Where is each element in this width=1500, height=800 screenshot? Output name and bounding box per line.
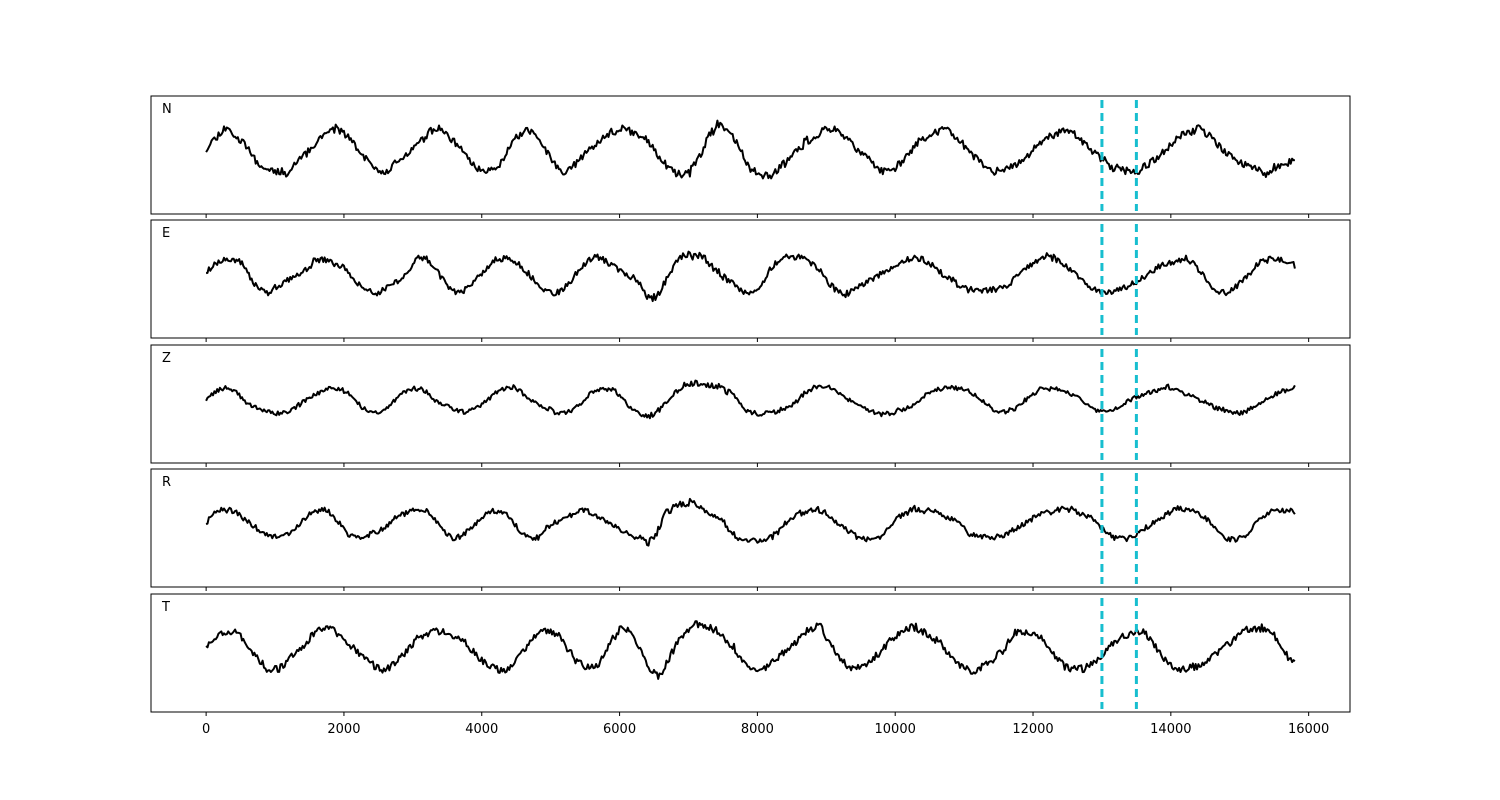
x-tick-label: 4000 (465, 722, 498, 737)
panel-label-t: T (161, 600, 170, 615)
series-line-e (205, 250, 1296, 303)
panel-frame-r (150, 468, 1351, 588)
panel-frame-t (150, 593, 1351, 713)
x-tick-label: 2000 (327, 722, 360, 737)
x-tick-label: 8000 (741, 722, 774, 737)
x-tick-label: 12000 (1012, 722, 1053, 737)
panel-label-r: R (162, 475, 171, 490)
panel-frame-n (150, 95, 1351, 215)
series-line-n (205, 119, 1295, 180)
panel-frame-e (150, 219, 1351, 339)
series-line-t (205, 620, 1296, 680)
x-tick-label: 16000 (1288, 722, 1329, 737)
series-line-r (205, 497, 1296, 547)
panel-label-n: N (162, 102, 172, 117)
x-tick-label: 10000 (875, 722, 916, 737)
x-tick-label: 0 (202, 722, 210, 737)
series-line-z (205, 379, 1296, 420)
x-tick-label: 14000 (1150, 722, 1191, 737)
panel-label-e: E (162, 226, 170, 241)
panel-label-z: Z (162, 351, 171, 366)
x-tick-label: 6000 (603, 722, 636, 737)
panel-frame-z (150, 344, 1351, 464)
